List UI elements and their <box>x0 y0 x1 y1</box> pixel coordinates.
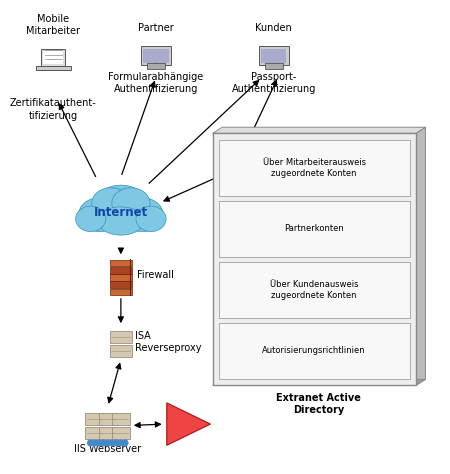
FancyBboxPatch shape <box>86 427 104 439</box>
Circle shape <box>88 440 93 446</box>
Text: ISA
Reverseproxy: ISA Reverseproxy <box>135 331 202 353</box>
Circle shape <box>96 440 102 446</box>
FancyBboxPatch shape <box>219 262 410 318</box>
FancyBboxPatch shape <box>109 267 132 273</box>
FancyBboxPatch shape <box>143 49 168 63</box>
Circle shape <box>109 440 115 446</box>
FancyBboxPatch shape <box>109 260 132 266</box>
Circle shape <box>101 440 106 446</box>
Ellipse shape <box>136 206 166 232</box>
FancyBboxPatch shape <box>141 46 171 65</box>
Text: IIS Webserver: IIS Webserver <box>74 444 141 455</box>
FancyBboxPatch shape <box>219 176 239 186</box>
FancyBboxPatch shape <box>219 140 410 196</box>
FancyBboxPatch shape <box>112 413 130 426</box>
Text: Über Mitarbeiterausweis
zugeordnete Konten: Über Mitarbeiterausweis zugeordnete Kont… <box>263 158 366 178</box>
FancyBboxPatch shape <box>41 49 65 66</box>
Text: Passport-
Authentifizierung: Passport- Authentifizierung <box>232 72 316 94</box>
FancyBboxPatch shape <box>265 63 283 69</box>
FancyBboxPatch shape <box>44 51 63 64</box>
FancyBboxPatch shape <box>109 289 132 295</box>
Text: Partnerkonten: Partnerkonten <box>284 224 344 233</box>
FancyBboxPatch shape <box>147 63 165 69</box>
FancyBboxPatch shape <box>219 188 239 198</box>
FancyBboxPatch shape <box>219 323 410 379</box>
Circle shape <box>123 440 128 446</box>
Polygon shape <box>416 127 425 385</box>
Circle shape <box>114 440 119 446</box>
Polygon shape <box>213 127 425 133</box>
Text: Internet: Internet <box>94 206 148 219</box>
FancyBboxPatch shape <box>110 330 132 343</box>
FancyBboxPatch shape <box>233 176 253 186</box>
Circle shape <box>118 440 123 446</box>
Text: Firewall: Firewall <box>138 270 174 280</box>
FancyBboxPatch shape <box>99 427 117 439</box>
Ellipse shape <box>121 198 163 232</box>
FancyBboxPatch shape <box>112 427 130 439</box>
FancyBboxPatch shape <box>109 282 132 288</box>
Ellipse shape <box>92 188 130 219</box>
FancyBboxPatch shape <box>36 66 71 70</box>
Text: Autorisierungsrichtlinien: Autorisierungsrichtlinien <box>262 346 366 355</box>
FancyBboxPatch shape <box>109 274 132 281</box>
FancyBboxPatch shape <box>219 201 410 257</box>
FancyBboxPatch shape <box>259 46 289 65</box>
Text: Formularabhängige
Authentifizierung: Formularabhängige Authentifizierung <box>108 72 203 94</box>
Ellipse shape <box>93 185 148 228</box>
FancyBboxPatch shape <box>233 200 253 210</box>
Ellipse shape <box>76 206 106 232</box>
FancyBboxPatch shape <box>233 188 253 198</box>
Ellipse shape <box>98 207 144 235</box>
Ellipse shape <box>79 198 121 232</box>
Polygon shape <box>213 379 425 385</box>
Text: Zertifikatauthent-
tifizierung: Zertifikatauthent- tifizierung <box>10 99 96 121</box>
Text: Kunden: Kunden <box>256 23 292 34</box>
FancyBboxPatch shape <box>86 413 104 426</box>
FancyBboxPatch shape <box>110 345 132 357</box>
Circle shape <box>92 440 97 446</box>
Text: Über Kundenausweis
zugeordnete Konten: Über Kundenausweis zugeordnete Konten <box>270 280 359 300</box>
Text: Partner: Partner <box>138 23 174 34</box>
Polygon shape <box>167 403 211 445</box>
FancyBboxPatch shape <box>99 413 117 426</box>
FancyBboxPatch shape <box>213 133 416 385</box>
Text: Microsoft
Passport
Services: Microsoft Passport Services <box>257 174 298 206</box>
FancyBboxPatch shape <box>261 49 287 63</box>
Circle shape <box>105 440 110 446</box>
Text: Extranet Active
Directory: Extranet Active Directory <box>276 392 361 415</box>
FancyBboxPatch shape <box>219 200 239 210</box>
Text: Mobile
Mitarbeiter: Mobile Mitarbeiter <box>26 14 80 36</box>
Ellipse shape <box>112 188 150 219</box>
